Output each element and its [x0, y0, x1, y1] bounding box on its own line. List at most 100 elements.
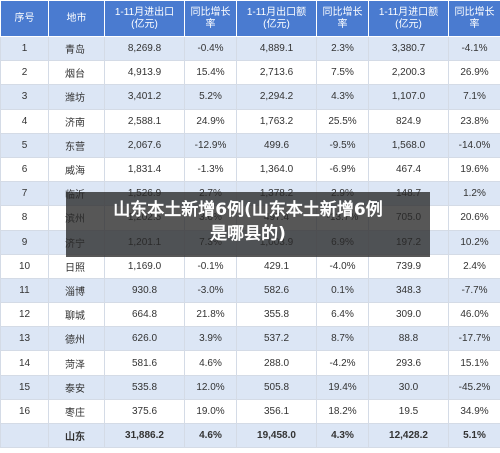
- table-cell: 1.2%: [448, 181, 500, 207]
- table-cell: 6.4%: [316, 302, 369, 328]
- table-cell: -45.2%: [448, 374, 500, 400]
- caption-text: 山东本土新增6例(山东本土新增6例 是哪县的): [66, 198, 430, 246]
- table-cell: 2.3%: [316, 35, 369, 62]
- header-cell: 同比增长率: [448, 0, 500, 37]
- table-cell: 355.8: [236, 302, 317, 328]
- header-cell: 同比增长率: [184, 0, 237, 37]
- table-cell: -7.7%: [448, 277, 500, 304]
- table-row: 12 聊城 664.8 21.8% 355.8 6.4% 309.0 46.0%: [0, 302, 500, 328]
- table-cell: 24.9%: [184, 108, 237, 134]
- total-row: 山东 31,886.2 4.6% 19,458.0 4.3% 12,428.2 5.1%: [0, 422, 500, 449]
- table-row: 4 济南 2,588.1 24.9% 1,763.2 25.5% 824.9 23.8%: [0, 108, 500, 134]
- table-cell: 4.3%: [316, 422, 369, 449]
- table-cell: 7: [0, 181, 49, 207]
- table-cell: 467.4: [368, 156, 449, 183]
- table-cell: 菏泽: [48, 350, 105, 376]
- caption-line-2: 是哪县的): [210, 224, 286, 244]
- table-cell: 枣庄: [48, 398, 105, 425]
- table-row: 13 德州 626.0 3.9% 537.2 8.7% 88.8 -17.7%: [0, 326, 500, 352]
- table-cell: 聊城: [48, 302, 105, 328]
- table-cell: 19,458.0: [236, 422, 317, 449]
- table-cell: 19.0%: [184, 398, 237, 425]
- table-cell: 1,831.4: [104, 156, 185, 183]
- table-cell: 东营: [48, 132, 105, 158]
- table-row: 15 泰安 535.8 12.0% 505.8 19.4% 30.0 -45.2%: [0, 374, 500, 400]
- table-row: 6 威海 1,831.4 -1.3% 1,364.0 -6.9% 467.4 19.6%: [0, 156, 500, 183]
- table-cell: 4: [0, 108, 49, 134]
- table-cell: 2: [0, 60, 49, 86]
- header-cell: 同比增长率: [316, 0, 369, 37]
- table-cell: 1: [0, 35, 49, 62]
- table-cell: 12: [0, 302, 49, 328]
- table-cell: -1.3%: [184, 156, 237, 183]
- table-cell: 威海: [48, 156, 105, 183]
- table-cell: 4,913.9: [104, 60, 185, 86]
- table-cell: 21.8%: [184, 302, 237, 328]
- table-cell: 18.2%: [316, 398, 369, 425]
- table-cell: 10.2%: [448, 229, 500, 255]
- table-cell: 1,763.2: [236, 108, 317, 134]
- table-cell: 582.6: [236, 277, 317, 304]
- table-row: 11 淄博 930.8 -3.0% 582.6 0.1% 348.3 -7.7%: [0, 277, 500, 304]
- table-cell: 499.6: [236, 132, 317, 158]
- table-cell: 日照: [48, 253, 105, 279]
- table-cell: -4.0%: [316, 253, 369, 279]
- table-cell: 34.9%: [448, 398, 500, 425]
- caption-overlay: [66, 192, 430, 257]
- table-cell: -9.5%: [316, 132, 369, 158]
- table-cell: 16: [0, 398, 49, 425]
- table-cell: 930.8: [104, 277, 185, 304]
- table-cell: 19.4%: [316, 374, 369, 400]
- table-cell: 2,294.2: [236, 84, 317, 110]
- table-cell: 2,713.6: [236, 60, 317, 86]
- table-cell: 1,568.0: [368, 132, 449, 158]
- table-cell: 济南: [48, 108, 105, 134]
- header-cell: 1-11月进口额 (亿元): [368, 0, 449, 37]
- table-cell: 664.8: [104, 302, 185, 328]
- table-cell: 20.6%: [448, 205, 500, 231]
- table-header: 序号 地市 1-11月进出口 (亿元) 同比增长率 1-11月出口额 (亿元) 同比增长率 1-…: [0, 0, 500, 37]
- table-cell: 3: [0, 84, 49, 110]
- table-cell: 581.6: [104, 350, 185, 376]
- table-cell: 535.8: [104, 374, 185, 400]
- table-cell: 1,364.0: [236, 156, 317, 183]
- table-row: 3 潍坊 3,401.2 5.2% 2,294.2 4.3% 1,107.0 7.1%: [0, 84, 500, 110]
- table-cell: 2,588.1: [104, 108, 185, 134]
- table-cell: 烟台: [48, 60, 105, 86]
- table-cell: 8,269.8: [104, 35, 185, 62]
- table-cell: 309.0: [368, 302, 449, 328]
- table-cell: 2,200.3: [368, 60, 449, 86]
- table-row: 10 日照 1,169.0 -0.1% 429.1 -4.0% 739.9 2.4%: [0, 253, 500, 279]
- table-cell: 4.6%: [184, 350, 237, 376]
- table-cell: 3,401.2: [104, 84, 185, 110]
- table-cell: 11: [0, 277, 49, 304]
- table-cell: 23.8%: [448, 108, 500, 134]
- table-cell: 5.2%: [184, 84, 237, 110]
- table-row: 2 烟台 4,913.9 15.4% 2,713.6 7.5% 2,200.3 26.9%: [0, 60, 500, 86]
- table-cell: 13: [0, 326, 49, 352]
- table-cell: 4.3%: [316, 84, 369, 110]
- table-cell: 537.2: [236, 326, 317, 352]
- table-cell: 青岛: [48, 35, 105, 62]
- table-cell: 31,886.2: [104, 422, 185, 449]
- table-cell: 505.8: [236, 374, 317, 400]
- table-cell: 46.0%: [448, 302, 500, 328]
- table-cell: 山东: [48, 422, 105, 449]
- header-cell: 地市: [48, 0, 105, 37]
- header-cell: 1-11月出口额 (亿元): [236, 0, 317, 37]
- header-row: 序号 地市 1-11月进出口 (亿元) 同比增长率 1-11月出口额 (亿元) 同比增长率 1-…: [0, 0, 500, 37]
- table-cell: 25.5%: [316, 108, 369, 134]
- table-cell: 4,889.1: [236, 35, 317, 62]
- table-cell: -0.1%: [184, 253, 237, 279]
- table-cell: -6.9%: [316, 156, 369, 183]
- table-cell: 15.4%: [184, 60, 237, 86]
- table-cell: 12.0%: [184, 374, 237, 400]
- table-cell: 潍坊: [48, 84, 105, 110]
- header-cell: 1-11月进出口 (亿元): [104, 0, 185, 37]
- table-cell: -4.2%: [316, 350, 369, 376]
- table-cell: 6: [0, 156, 49, 183]
- table-cell: -0.4%: [184, 35, 237, 62]
- table-cell: 2,067.6: [104, 132, 185, 158]
- table-row: 5 东营 2,067.6 -12.9% 499.6 -9.5% 1,568.0 -14.0%: [0, 132, 500, 158]
- table-cell: 19.6%: [448, 156, 500, 183]
